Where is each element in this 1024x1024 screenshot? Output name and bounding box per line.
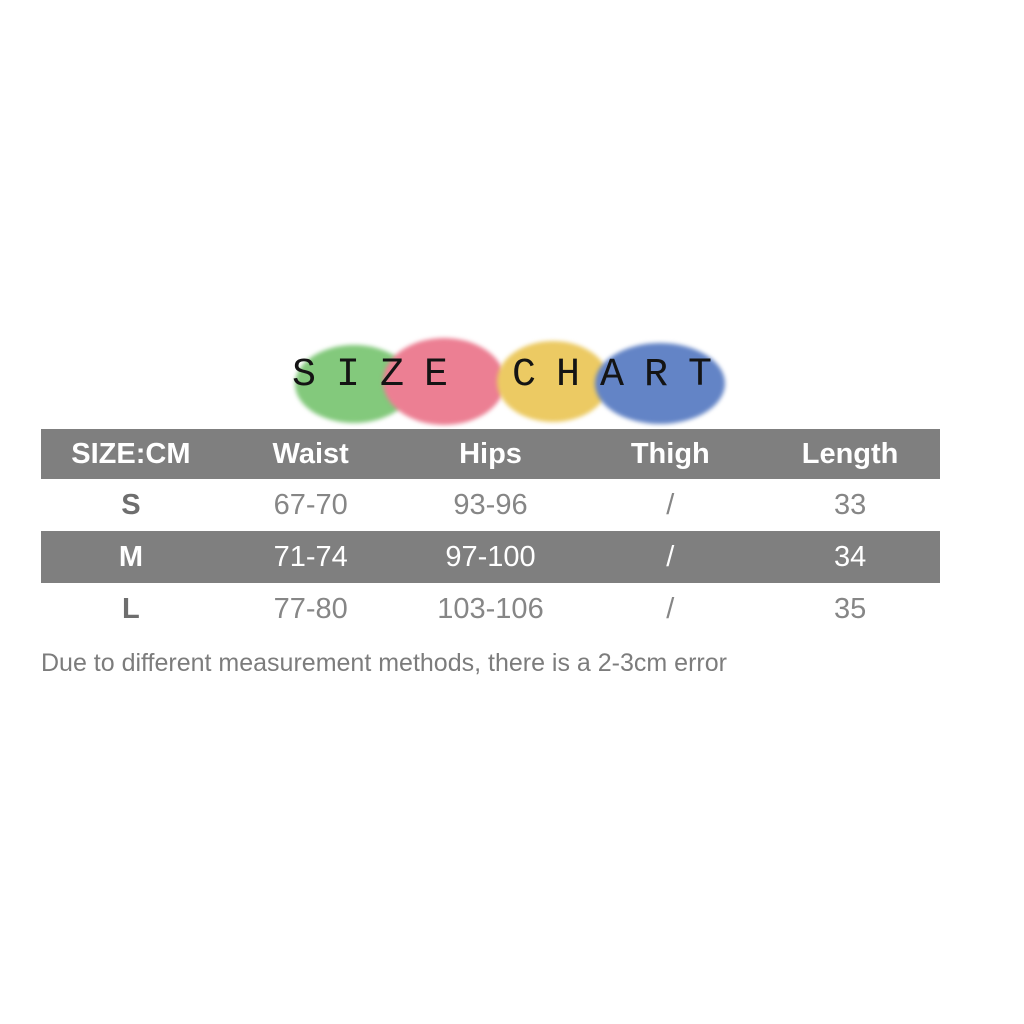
- size-label: M: [118, 540, 143, 573]
- table-row-s: S 67-70 93-96 / 33: [41, 479, 940, 531]
- yellow-paint-blob: [497, 341, 609, 422]
- size-table: SIZE:CM Waist Hips Thigh Length S 67-70 …: [41, 429, 940, 635]
- measurement-note: Due to different measurement methods, th…: [41, 649, 727, 677]
- table-row-m: M 71-74 97-100 / 34: [41, 531, 940, 583]
- pink-paint-blob: [383, 338, 505, 425]
- length-value: 33: [833, 488, 867, 521]
- blue-paint-blob: [595, 343, 725, 424]
- thigh-value: /: [666, 488, 675, 521]
- hips-value: 103-106: [437, 592, 544, 625]
- hips-value: 97-100: [445, 540, 536, 573]
- thigh-value: /: [666, 592, 675, 625]
- table-row-l: L 77-80 103-106 / 35: [41, 583, 940, 635]
- length-value: 35: [833, 592, 867, 625]
- waist-value: 67-70: [273, 488, 348, 521]
- hips-value: 93-96: [453, 488, 528, 521]
- waist-value: 71-74: [273, 540, 348, 573]
- thigh-value: /: [666, 540, 675, 573]
- column-header-waist: Waist: [272, 437, 349, 470]
- column-header-thigh: Thigh: [630, 437, 710, 470]
- page-title: SIZE CHART: [292, 353, 733, 398]
- table-header-row: SIZE:CM Waist Hips Thigh Length: [41, 429, 940, 479]
- size-label: L: [122, 592, 140, 625]
- column-header-hips: Hips: [459, 437, 522, 470]
- column-header-length: Length: [801, 437, 899, 470]
- column-header-size: SIZE:CM: [71, 437, 191, 470]
- size-label: S: [121, 488, 141, 521]
- length-value: 34: [833, 540, 867, 573]
- waist-value: 77-80: [273, 592, 348, 625]
